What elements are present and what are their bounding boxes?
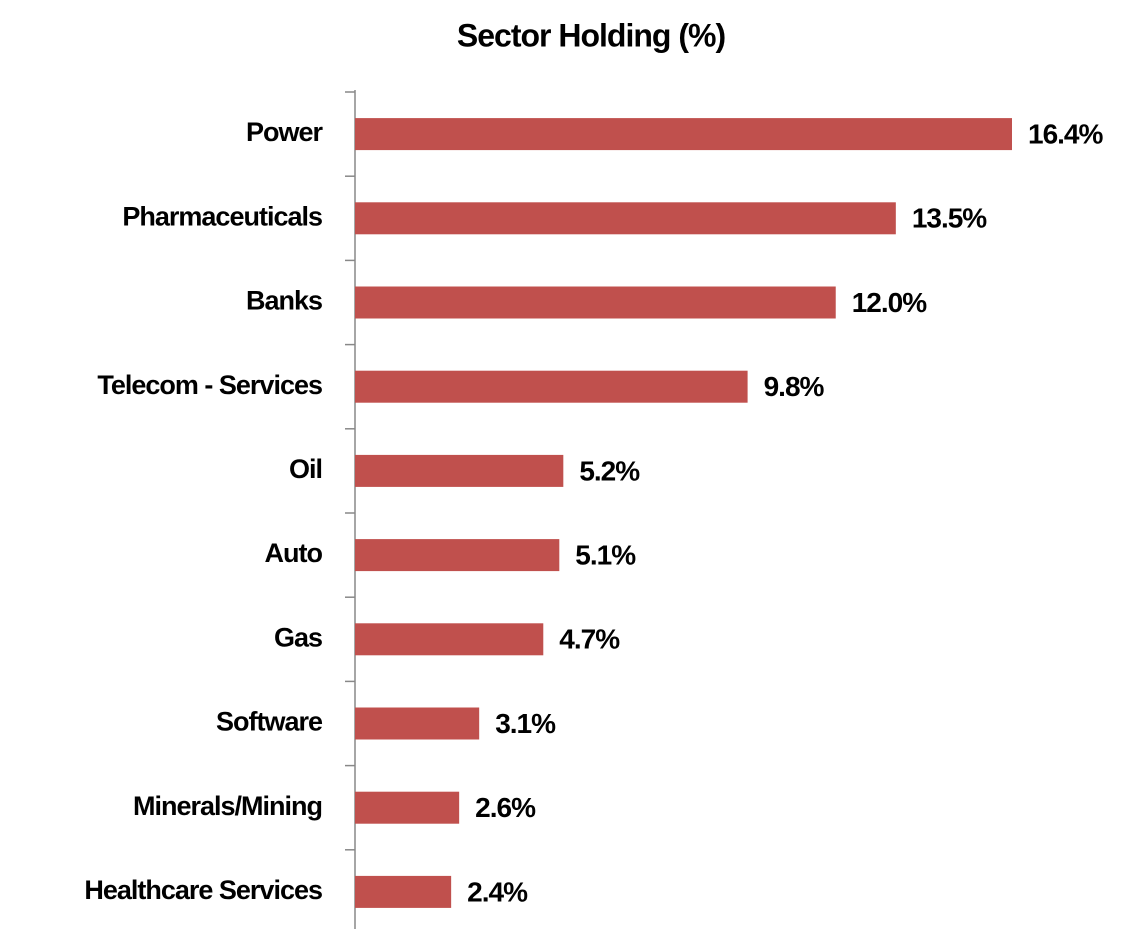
bar [355, 623, 544, 656]
category-label: Banks [246, 286, 322, 316]
category-label: Telecom - Services [97, 370, 322, 400]
value-label: 4.7% [559, 624, 620, 655]
bar [355, 370, 748, 403]
bar [355, 202, 896, 235]
category-label: Power [246, 117, 324, 147]
value-label: 9.8% [764, 371, 825, 402]
bar [355, 454, 564, 487]
value-label: 12.0% [852, 287, 927, 318]
bar [355, 118, 1012, 151]
bar [355, 875, 452, 908]
category-label: Gas [274, 622, 322, 652]
category-label: Minerals/Mining [133, 791, 322, 821]
value-label: 2.4% [467, 876, 528, 907]
value-label: 5.1% [575, 539, 636, 570]
category-label: Auto [265, 538, 323, 568]
bar [355, 707, 480, 740]
category-label: Healthcare Services [84, 875, 322, 905]
category-label: Oil [289, 454, 322, 484]
value-label: 13.5% [912, 203, 987, 234]
value-label: 16.4% [1028, 118, 1103, 149]
value-label: 5.2% [579, 455, 640, 486]
value-label: 3.1% [495, 708, 556, 739]
bar [355, 791, 460, 824]
category-label: Software [216, 707, 323, 737]
bar [355, 539, 560, 572]
category-label: Pharmaceuticals [122, 201, 322, 231]
chart-title: Sector Holding (%) [457, 17, 726, 53]
value-label: 2.6% [475, 792, 536, 823]
bar [355, 286, 836, 319]
